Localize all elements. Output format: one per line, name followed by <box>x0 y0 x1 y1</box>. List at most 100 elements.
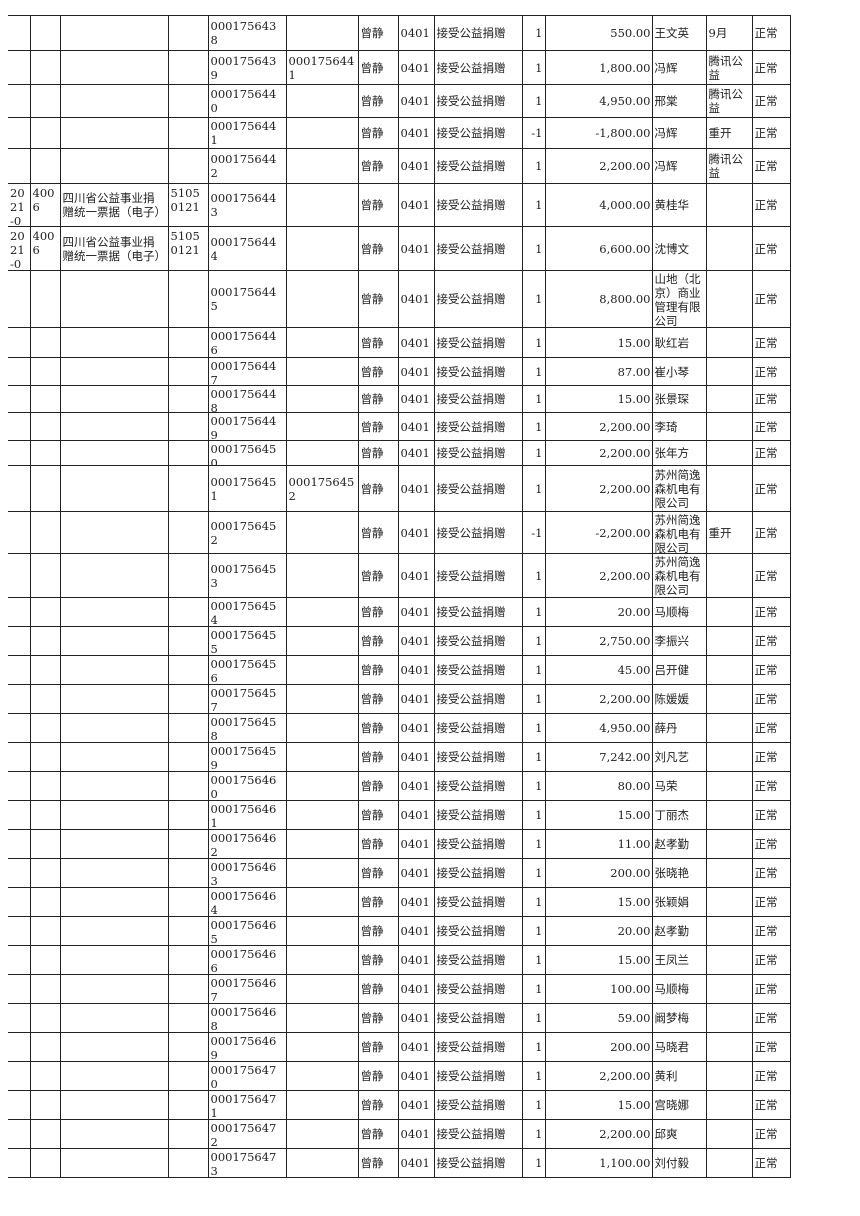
cell-donor: 冯辉 <box>651 50 707 85</box>
issuer-text: 曾静 <box>360 1040 384 1054</box>
cell-remark <box>705 597 753 627</box>
cell-dept-code: 0401 <box>397 800 435 830</box>
cell-dept-code: 0401 <box>397 226 435 271</box>
cell-donor: 苏州简逸森机电有限公司 <box>651 465 707 512</box>
cell-donor: 刘付毅 <box>651 1148 707 1178</box>
cell-issuer: 曾静 <box>357 916 399 946</box>
cell-invoice-number: 0001756471 <box>207 1090 287 1120</box>
issuer-text: 曾静 <box>360 198 384 212</box>
cell-invoice-number: 0001756462 <box>207 829 287 859</box>
cell-original-number <box>285 357 359 386</box>
cell-invoice-number: 0001756461 <box>207 800 287 830</box>
cell-dept-code: 0401 <box>397 1090 435 1120</box>
cell-donor: 张年方 <box>651 440 707 466</box>
status-text: 正常 <box>754 26 778 40</box>
cell-amount: 45.00 <box>544 655 653 685</box>
cell-invoice-number: 0001756458 <box>207 713 287 743</box>
cell-date: 2021-0 <box>8 183 31 227</box>
cell-code <box>29 412 61 441</box>
cell-donor: 邢棠 <box>651 84 707 118</box>
cell-code <box>29 887 61 917</box>
invoice-number-text: 0001756469 <box>210 1033 277 1061</box>
amount-text: 200.00 <box>610 866 651 880</box>
invoice-number-text: 0001756472 <box>210 1120 277 1148</box>
cell-status: 正常 <box>751 511 791 554</box>
invoice-number-text: 0001756467 <box>210 975 277 1003</box>
item-text: 接受公益捐赠 <box>436 982 506 996</box>
cell-invoice-type <box>59 357 169 386</box>
amount-text: 15.00 <box>617 335 651 350</box>
status-text: 正常 <box>754 808 778 822</box>
cell-code <box>29 829 61 859</box>
cell-original-number <box>285 713 359 743</box>
cell-invoice-code <box>167 684 209 714</box>
cell-dept-code: 0401 <box>397 597 435 627</box>
quantity-text: 1 <box>535 364 543 379</box>
cell-date <box>8 1032 31 1062</box>
cell-original-number <box>285 1003 359 1033</box>
status-text: 正常 <box>754 1156 778 1170</box>
cell-amount: -2,200.00 <box>544 511 653 554</box>
cell-invoice-type <box>59 742 169 772</box>
cell-remark <box>705 226 753 271</box>
cell-invoice-number: 0001756438 <box>207 15 287 51</box>
dept-code-text: 0401 <box>400 663 430 677</box>
cell-date <box>8 327 31 358</box>
remark-text: 腾讯公益 <box>708 53 744 82</box>
cell-donor: 张景琛 <box>651 385 707 413</box>
cell-item: 接受公益捐赠 <box>433 84 523 118</box>
cell-code <box>29 1119 61 1149</box>
item-text: 接受公益捐赠 <box>436 1011 506 1025</box>
cell-remark <box>705 1032 753 1062</box>
cell-date <box>8 887 31 917</box>
donor-text: 薛丹 <box>654 721 678 735</box>
cell-amount: 15.00 <box>544 385 653 413</box>
cell-dept-code: 0401 <box>397 858 435 888</box>
invoice-number-text: 0001756438 <box>210 19 277 47</box>
cell-invoice-number: 0001756448 <box>207 385 287 413</box>
cell-code <box>29 327 61 358</box>
cell-amount: 59.00 <box>544 1003 653 1033</box>
cell-quantity: 1 <box>521 357 546 386</box>
quantity-text: 1 <box>535 808 543 822</box>
invoice-number-text: 0001756463 <box>210 859 277 887</box>
cell-item: 接受公益捐赠 <box>433 1090 523 1120</box>
cell-code <box>29 1032 61 1062</box>
cell-amount: 15.00 <box>544 1090 653 1120</box>
status-text: 正常 <box>754 837 778 851</box>
cell-dept-code: 0401 <box>397 183 435 227</box>
date-text: 2021-0 <box>10 229 25 270</box>
cell-invoice-number: 0001756455 <box>207 626 287 656</box>
cell-donor: 冯辉 <box>651 117 707 149</box>
cell-remark <box>705 713 753 743</box>
table-row: 2021-0 4006 四川省公益事业捐赠统一票据（电子） 51050121 00017… <box>8 183 791 227</box>
cell-dept-code: 0401 <box>397 117 435 149</box>
cell-amount: 2,200.00 <box>544 440 653 466</box>
cell-remark <box>705 829 753 859</box>
donor-text: 山地（北京）商业管理有限公司 <box>654 271 701 327</box>
status-text: 正常 <box>754 953 778 967</box>
quantity-text: 1 <box>535 1040 543 1054</box>
cell-date <box>8 553 31 598</box>
cell-date <box>8 84 31 118</box>
cell-invoice-number: 0001756464 <box>207 887 287 917</box>
cell-original-number <box>285 887 359 917</box>
cell-dept-code: 0401 <box>397 1032 435 1062</box>
cell-issuer: 曾静 <box>357 771 399 801</box>
invoice-number-text: 0001756446 <box>210 328 277 357</box>
cell-item: 接受公益捐赠 <box>433 553 523 598</box>
cell-quantity: 1 <box>521 148 546 184</box>
cell-date <box>8 270 31 328</box>
cell-status: 正常 <box>751 385 791 413</box>
cell-invoice-code: 51050121 <box>167 226 209 271</box>
table-row: 0001756440 曾静 0401 接受公益捐赠 1 4,950.00 邢棠 腾讯公益 正常 <box>8 84 791 118</box>
cell-issuer: 曾静 <box>357 655 399 685</box>
cell-donor: 吕开健 <box>651 655 707 685</box>
status-text: 正常 <box>754 1127 778 1141</box>
quantity-text: 1 <box>535 953 543 967</box>
cell-date: 2021-0 <box>8 226 31 271</box>
cell-invoice-number: 0001756456 <box>207 655 287 685</box>
status-text: 正常 <box>754 982 778 996</box>
issuer-text: 曾静 <box>360 126 384 140</box>
quantity-text: 1 <box>535 198 543 212</box>
